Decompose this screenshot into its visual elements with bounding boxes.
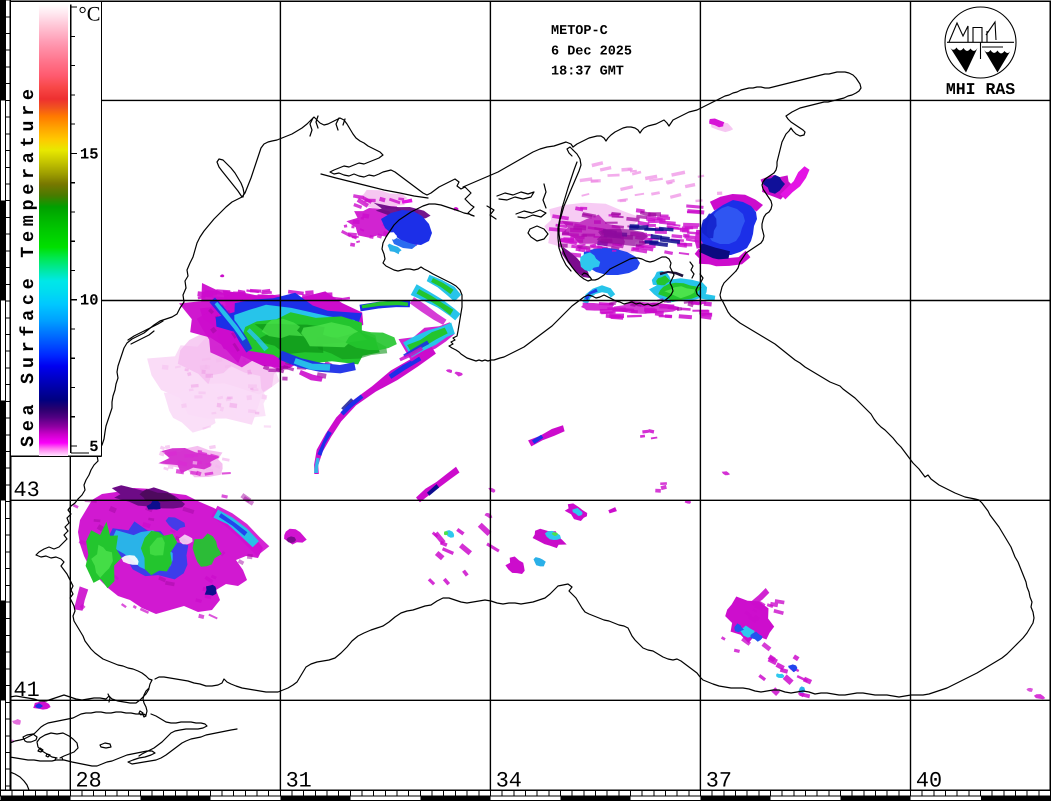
- svg-text:°C: °C: [79, 4, 101, 26]
- svg-text:41: 41: [14, 678, 40, 703]
- svg-text:6 Dec 2025: 6 Dec 2025: [551, 45, 632, 60]
- svg-text:METOP-C: METOP-C: [551, 24, 608, 39]
- svg-text:Sea Surface Temperature: Sea Surface Temperature: [18, 89, 39, 447]
- svg-text:31: 31: [286, 769, 312, 794]
- svg-text:28: 28: [76, 769, 102, 794]
- svg-text:10: 10: [80, 292, 99, 310]
- svg-text:43: 43: [14, 478, 40, 503]
- svg-text:34: 34: [496, 769, 522, 794]
- svg-text:MHI RAS: MHI RAS: [946, 80, 1015, 99]
- svg-text:40: 40: [916, 769, 942, 794]
- svg-text:5: 5: [89, 438, 98, 456]
- svg-text:15: 15: [80, 145, 99, 163]
- svg-text:18:37 GMT: 18:37 GMT: [551, 65, 624, 80]
- svg-text:37: 37: [706, 769, 732, 794]
